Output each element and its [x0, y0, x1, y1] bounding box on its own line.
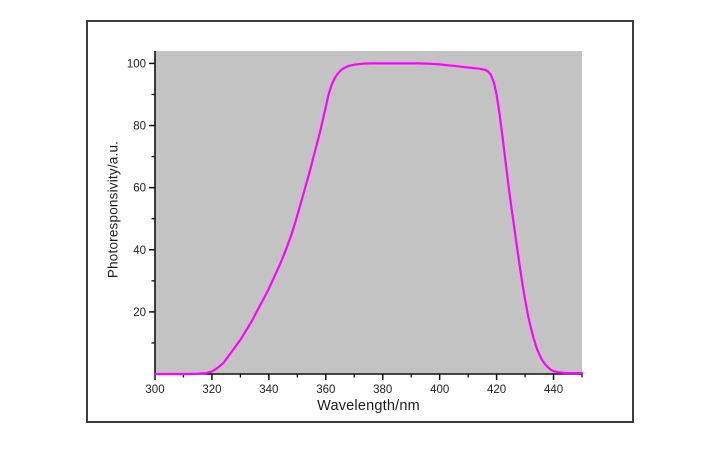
- x-axis-title: Wavelength/nm: [317, 398, 420, 414]
- plot-area: [155, 51, 582, 374]
- y-tick-label: 20: [133, 307, 146, 319]
- x-tick-label: 320: [202, 384, 221, 396]
- photoresponsivity-curve: [153, 62, 584, 376]
- x-tick-label: 420: [487, 384, 506, 396]
- y-tick-label: 60: [133, 183, 146, 195]
- y-tick-label: 80: [133, 121, 146, 133]
- x-tick-label: 400: [430, 384, 449, 396]
- x-tick-label: 440: [544, 384, 563, 396]
- y-axis-title: Photoresponsivity/a.u.: [105, 140, 121, 279]
- y-tick-label: 40: [133, 245, 146, 257]
- x-tick-label: 300: [145, 384, 164, 396]
- x-tick-label: 360: [316, 384, 335, 396]
- x-tick-label: 340: [259, 384, 278, 396]
- x-tick-label: 380: [373, 384, 392, 396]
- y-tick-label: 100: [127, 58, 146, 70]
